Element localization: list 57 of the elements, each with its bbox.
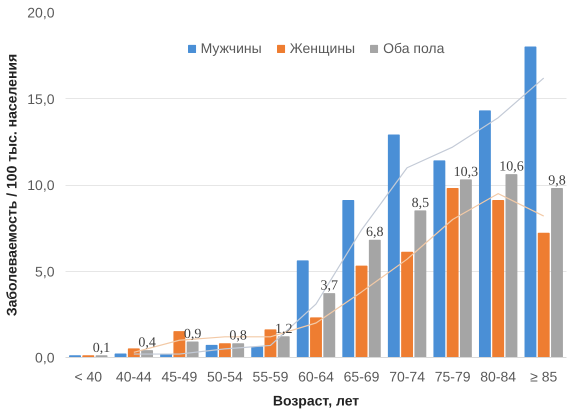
legend-label: Мужчины bbox=[200, 40, 262, 56]
x-tick-label: ≥ 85 bbox=[530, 368, 558, 384]
y-tick-label: 10,0 bbox=[27, 177, 55, 193]
bar bbox=[218, 343, 231, 358]
x-tick-label: < 40 bbox=[74, 368, 102, 384]
y-tick-label: 5,0 bbox=[35, 263, 55, 280]
bar bbox=[478, 110, 491, 358]
x-tick-label: 75-79 bbox=[434, 368, 471, 384]
bar bbox=[414, 210, 426, 358]
bar bbox=[460, 179, 472, 358]
bar bbox=[505, 174, 518, 358]
bar bbox=[401, 252, 414, 358]
line-series bbox=[133, 77, 544, 355]
x-tick-label: 40-44 bbox=[116, 368, 152, 384]
data-label: 6,8 bbox=[366, 225, 384, 240]
y-axis-title: Заболеваемость / 100 тыс. населения bbox=[3, 54, 20, 316]
y-tick-label: 0,0 bbox=[35, 350, 55, 366]
bar bbox=[524, 46, 536, 358]
x-axis-title: Возраст, лет bbox=[272, 392, 360, 408]
data-label: 8,5 bbox=[412, 196, 430, 211]
bar bbox=[323, 293, 336, 358]
data-label: 3,7 bbox=[320, 278, 338, 294]
bar bbox=[492, 200, 504, 358]
line-series bbox=[133, 193, 544, 353]
bar bbox=[296, 260, 309, 358]
bar bbox=[114, 354, 127, 358]
data-label: 10,3 bbox=[454, 164, 478, 180]
data-label: 10,6 bbox=[499, 160, 524, 175]
bar bbox=[446, 188, 459, 358]
bar bbox=[232, 343, 244, 358]
bar bbox=[551, 188, 563, 358]
x-tick-label: 50-54 bbox=[207, 368, 244, 384]
data-label: 0,4 bbox=[138, 336, 156, 351]
y-tick-label: 20,0 bbox=[27, 4, 55, 20]
bar bbox=[368, 240, 381, 358]
x-tick-label: 70-74 bbox=[389, 368, 426, 384]
x-tick-label: 60-64 bbox=[298, 368, 334, 384]
x-tick-label: 65-69 bbox=[344, 368, 380, 384]
bar bbox=[251, 346, 264, 358]
bar bbox=[186, 341, 199, 358]
bar bbox=[310, 317, 322, 358]
bar bbox=[433, 160, 446, 358]
data-label: 1,2 bbox=[274, 322, 292, 337]
x-tick-label: 80-84 bbox=[480, 368, 516, 384]
bar bbox=[538, 232, 550, 358]
x-tick-label: 55-59 bbox=[252, 368, 289, 384]
legend-label: Женщины bbox=[290, 40, 356, 56]
bar bbox=[356, 266, 368, 358]
bar bbox=[388, 134, 400, 358]
bar bbox=[342, 200, 354, 358]
data-label: 0,1 bbox=[92, 340, 110, 356]
bar bbox=[278, 336, 290, 358]
x-tick-label: 45-49 bbox=[161, 368, 198, 384]
data-label: 0,8 bbox=[229, 328, 247, 344]
legend-label: Оба пола bbox=[383, 40, 444, 56]
y-tick-label: 15,0 bbox=[27, 90, 55, 107]
data-label: 9,8 bbox=[548, 173, 566, 188]
